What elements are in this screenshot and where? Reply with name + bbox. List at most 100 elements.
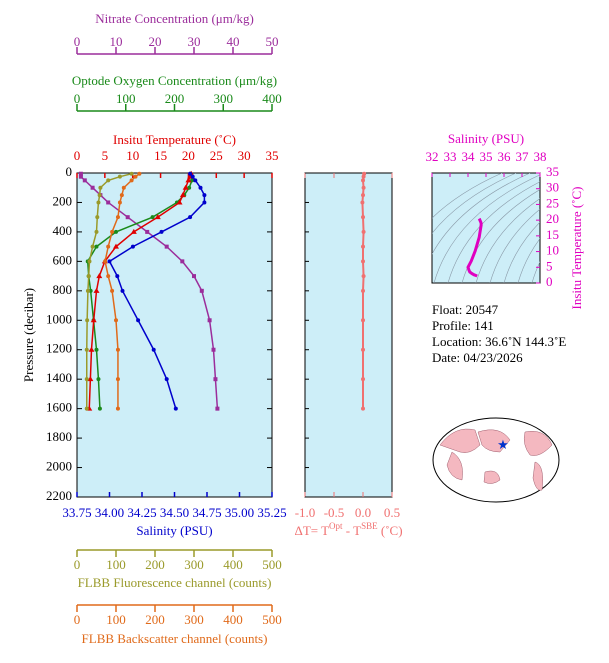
x-tick-label: 300	[184, 612, 204, 627]
marker	[213, 377, 218, 382]
marker	[84, 347, 89, 352]
y-tick-label: 600	[53, 252, 73, 267]
marker	[179, 192, 186, 198]
y-tick-label: 5	[546, 258, 553, 273]
y-axis-label: Pressure (decibar)	[21, 288, 36, 382]
marker	[215, 406, 220, 411]
profile-line	[80, 173, 219, 409]
x-axis-label-part: SBE	[361, 521, 378, 531]
profile-line	[108, 173, 206, 409]
marker	[87, 376, 94, 382]
marker	[119, 193, 124, 198]
x-tick-label: 25	[210, 148, 223, 163]
marker	[361, 347, 365, 352]
x-axis-label-part: (˚C)	[378, 523, 403, 538]
marker	[96, 377, 101, 382]
marker	[361, 377, 365, 382]
marker	[198, 185, 203, 190]
land	[523, 431, 553, 456]
marker	[78, 171, 83, 176]
marker	[107, 259, 112, 264]
y-tick-label: 30	[546, 180, 559, 195]
marker	[130, 228, 137, 234]
x-axis-label: Salinity (PSU)	[448, 131, 524, 146]
y-tick-label: 1400	[46, 370, 72, 385]
marker	[176, 199, 183, 205]
marker	[130, 244, 135, 249]
x-tick-label: 5	[102, 148, 109, 163]
x-tick-label: 34.75	[192, 505, 221, 520]
marker	[115, 274, 120, 279]
marker	[94, 347, 99, 352]
y-tick-label: 1000	[46, 311, 72, 326]
x-tick-label: 0.5	[384, 505, 400, 520]
density-contour	[432, 173, 531, 255]
density-contour	[447, 181, 540, 283]
marker	[361, 318, 365, 323]
x-tick-label: 400	[223, 557, 243, 572]
density-contour	[503, 221, 540, 283]
marker	[97, 193, 102, 198]
marker	[361, 178, 365, 183]
marker	[106, 178, 111, 183]
float-info: Profile: 141	[432, 318, 494, 333]
density-contour	[433, 174, 540, 283]
marker	[136, 318, 141, 323]
x-tick-label: 34.25	[127, 505, 156, 520]
y-tick-label: 2000	[46, 459, 72, 474]
land	[532, 461, 543, 491]
float-info: Float: 20547	[432, 302, 499, 317]
marker	[87, 259, 92, 264]
marker	[361, 193, 365, 198]
marker	[164, 244, 169, 249]
marker	[90, 185, 95, 190]
marker	[361, 215, 365, 220]
x-tick-label: 100	[106, 612, 126, 627]
marker	[207, 318, 212, 323]
density-contour	[432, 173, 517, 234]
marker	[192, 274, 196, 279]
marker	[199, 288, 204, 293]
marker	[188, 171, 193, 176]
x-tick-label: 0	[74, 34, 81, 49]
x-tick-label: 0	[74, 148, 81, 163]
marker	[193, 178, 198, 183]
y-tick-label: 2200	[46, 488, 72, 503]
marker	[164, 377, 169, 382]
y-tick-label: 1600	[46, 400, 72, 415]
marker	[159, 229, 164, 234]
marker	[106, 274, 111, 279]
x-tick-label: 33.75	[62, 505, 91, 520]
marker	[103, 259, 108, 264]
profile-line	[86, 173, 132, 409]
x-axis-label-part: - T	[343, 523, 362, 538]
x-tick-label: 35	[480, 149, 493, 164]
x-tick-label: 34.50	[160, 505, 189, 520]
x-tick-label: 10	[126, 148, 139, 163]
x-tick-label: 20	[149, 34, 162, 49]
x-tick-label: 32	[426, 149, 439, 164]
profile-line	[88, 173, 192, 409]
marker	[185, 177, 192, 183]
marker	[137, 171, 142, 176]
x-tick-label: 35.00	[225, 505, 254, 520]
marker	[361, 185, 366, 190]
x-tick-label: 300	[214, 91, 234, 106]
x-axis-label-part: ΔT= T	[294, 523, 329, 538]
x-tick-label: 34.00	[95, 505, 124, 520]
x-tick-label: 36	[498, 149, 512, 164]
marker	[129, 178, 134, 183]
x-tick-label: 500	[262, 612, 282, 627]
y-tick-label: 200	[53, 193, 73, 208]
delta-panel	[304, 172, 393, 498]
ts-panel	[431, 172, 541, 284]
marker	[96, 200, 101, 205]
x-tick-label: 20	[182, 148, 195, 163]
x-tick-label: 200	[145, 612, 165, 627]
marker	[82, 178, 87, 183]
land	[446, 451, 463, 481]
marker	[120, 288, 125, 293]
marker	[84, 406, 89, 411]
y-tick-label: 0	[546, 274, 553, 289]
